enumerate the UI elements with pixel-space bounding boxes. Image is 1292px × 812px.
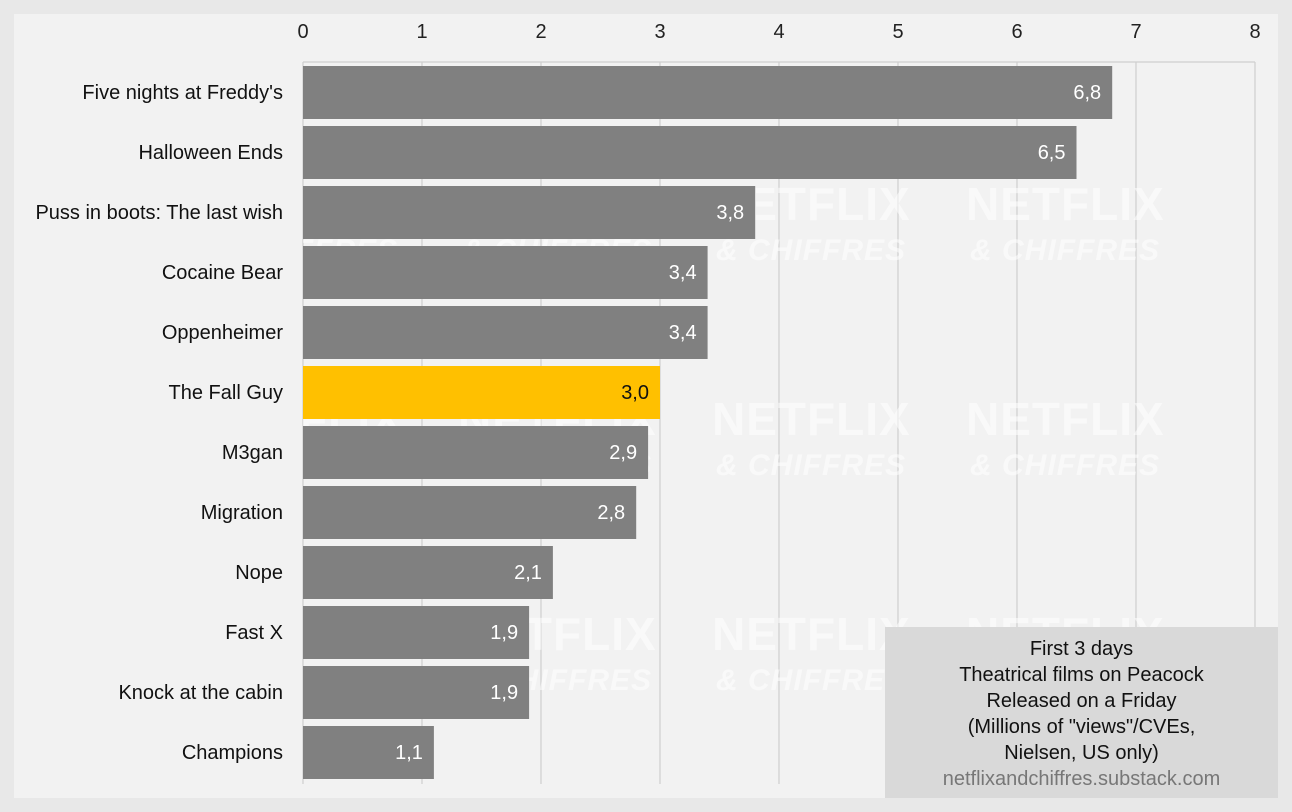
info-box: First 3 days Theatrical films on Peacock… (885, 627, 1278, 798)
bar (303, 726, 434, 779)
value-label: 1,9 (490, 622, 518, 644)
bars-layer (303, 66, 1113, 779)
x-tick-label: 7 (1130, 21, 1141, 43)
bar (303, 486, 637, 539)
value-label: 1,1 (395, 742, 423, 764)
watermark-logo-subtext: & CHIFFRES (970, 234, 1160, 267)
bar (303, 126, 1077, 179)
watermark-logo-text: NETFLIX (966, 393, 1165, 445)
category-label: Cocaine Bear (162, 262, 284, 284)
value-label: 3,4 (669, 262, 697, 284)
category-label: Fast X (225, 622, 283, 644)
info-line-3: Released on a Friday (986, 690, 1177, 712)
bar (303, 186, 756, 239)
watermark-logo-subtext: & CHIFFRES (716, 234, 906, 267)
category-labels: Five nights at Freddy's Halloween Ends Pus… (35, 82, 283, 764)
x-tick-label: 2 (535, 21, 546, 43)
category-label: M3gan (222, 442, 283, 464)
watermark-logo-subtext: & CHIFFRES (716, 664, 906, 697)
value-label: 3,8 (716, 202, 744, 224)
source-link[interactable]: netflixandchiffres.substack.com (942, 768, 1221, 790)
category-label: Halloween Ends (138, 142, 283, 164)
category-label: Oppenheimer (162, 322, 284, 344)
category-label: The Fall Guy (169, 382, 283, 404)
watermark-logo-text: NETFLIX (712, 608, 911, 660)
bar (303, 426, 649, 479)
x-tick-label: 4 (773, 21, 784, 43)
value-labels: 6,8 6,5 3,8 3,4 3,4 3,0 2,9 2,8 2,1 1,9 1,9 1,1 (395, 82, 1101, 764)
value-label: 2,8 (597, 502, 625, 524)
category-label: Nope (235, 562, 283, 584)
value-label: 3,0 (621, 382, 649, 404)
value-label: 3,4 (669, 322, 697, 344)
x-axis-ticks: 0 1 2 3 4 5 6 7 8 (297, 21, 1260, 43)
chart-frame: 0 1 2 3 4 5 6 7 8 NETFLIX & CHIFFRES NETFLIX & CHIF… (14, 14, 1278, 798)
bar (303, 666, 530, 719)
bar (303, 306, 708, 359)
x-tick-label: 3 (654, 21, 665, 43)
category-label: Five nights at Freddy's (82, 82, 283, 104)
bar (303, 546, 553, 599)
info-line-2: Theatrical films on Peacock (959, 664, 1204, 686)
info-line-1: First 3 days (1029, 638, 1134, 660)
x-tick-label: 8 (1249, 21, 1260, 43)
value-label: 6,8 (1073, 82, 1101, 104)
x-tick-label: 6 (1011, 21, 1022, 43)
info-line-4: (Millions of "views"/CVEs, (967, 716, 1196, 738)
info-line-5: Nielsen, US only) (1004, 742, 1159, 764)
bar-highlighted (303, 366, 660, 419)
bar (303, 606, 530, 659)
bar-chart: 0 1 2 3 4 5 6 7 8 NETFLIX & CHIFFRES NETFLIX & CHIF… (35, 21, 1261, 784)
bar (303, 66, 1113, 119)
x-tick-label: 0 (297, 21, 308, 43)
watermark-logo-subtext: & CHIFFRES (970, 449, 1160, 482)
value-label: 2,9 (609, 442, 637, 464)
category-label: Puss in boots: The last wish (35, 202, 283, 224)
x-tick-label: 1 (416, 21, 427, 43)
watermark-logo-text: NETFLIX (712, 393, 911, 445)
category-label: Champions (182, 742, 283, 764)
category-label: Migration (201, 502, 283, 524)
value-label: 1,9 (490, 682, 518, 704)
value-label: 6,5 (1038, 142, 1066, 164)
watermark-logo-subtext: & CHIFFRES (716, 449, 906, 482)
x-tick-label: 5 (892, 21, 903, 43)
bar (303, 246, 708, 299)
watermark-logo-text: NETFLIX (966, 178, 1165, 230)
value-label: 2,1 (514, 562, 542, 584)
category-label: Knock at the cabin (118, 682, 283, 704)
